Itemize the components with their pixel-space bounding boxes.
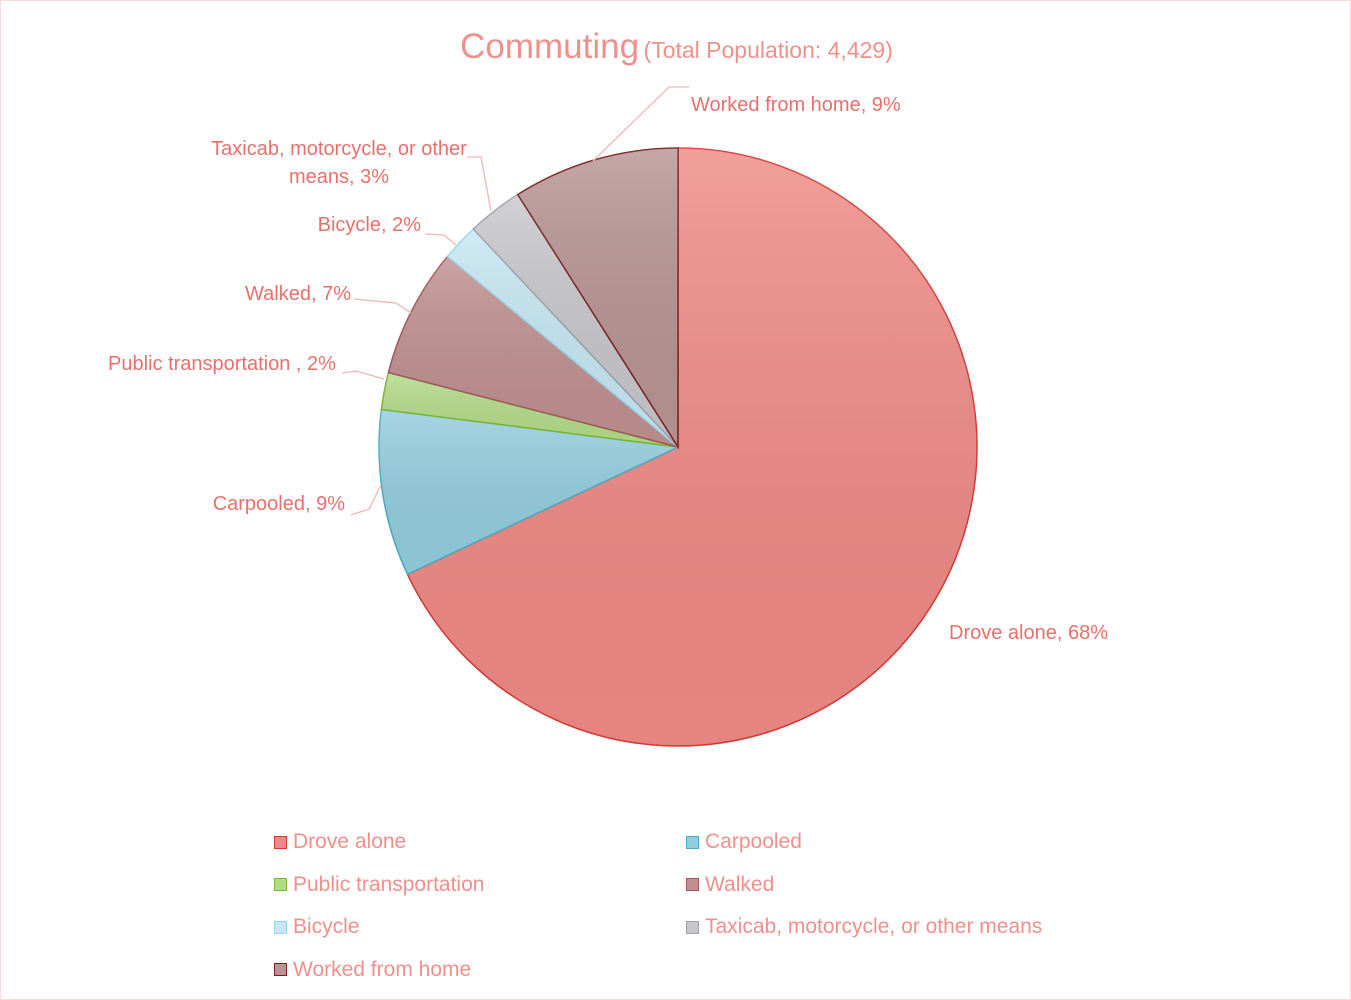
leader-line bbox=[592, 86, 689, 162]
leader-line bbox=[424, 233, 457, 246]
legend-item: Public transportation bbox=[274, 873, 484, 897]
legend-label: Worked from home bbox=[293, 957, 472, 981]
legend-swatch bbox=[274, 920, 287, 934]
legend-item: Bicycle bbox=[274, 915, 360, 939]
legend-swatch bbox=[686, 878, 699, 891]
leader-line bbox=[467, 156, 492, 212]
data-label: Worked from home, 9% bbox=[691, 94, 901, 116]
data-label: Public transportation , 2% bbox=[108, 353, 336, 375]
data-label: Taxicab, motorcycle, or other means, 3% bbox=[211, 138, 467, 188]
data-label: Bicycle, 2% bbox=[317, 214, 421, 236]
leader-line bbox=[350, 484, 382, 516]
slice-shade bbox=[447, 229, 678, 447]
data-label: Walked, 7% bbox=[245, 283, 351, 305]
legend-swatch bbox=[274, 835, 287, 849]
legend-label: Public transportation bbox=[293, 872, 485, 896]
chart-title: Commuting bbox=[460, 27, 640, 66]
legend-item: Drove alone bbox=[274, 830, 406, 854]
legend-swatch bbox=[274, 963, 287, 976]
slice-shade bbox=[379, 409, 678, 575]
legend-label: Carpooled bbox=[705, 830, 802, 853]
legend-item: Walked bbox=[686, 873, 774, 897]
legend-label: Taxicab, motorcycle, or other means bbox=[705, 915, 1043, 938]
legend-swatch bbox=[686, 835, 699, 849]
data-label: Drove alone, 68% bbox=[949, 622, 1108, 644]
legend-swatch bbox=[686, 920, 699, 934]
legend-label: Drove alone bbox=[293, 830, 407, 853]
legend-item: Carpooled bbox=[686, 830, 802, 854]
legend-swatch bbox=[274, 878, 287, 891]
slice-shade bbox=[517, 148, 678, 447]
leader-line bbox=[341, 370, 385, 380]
slice-shade bbox=[388, 256, 678, 447]
leader-line bbox=[353, 298, 412, 314]
slice-shade bbox=[473, 194, 678, 447]
title-block: Commuting (Total Population: 4,429) bbox=[1, 27, 1350, 67]
data-label: Carpooled, 9% bbox=[212, 493, 345, 515]
legend-item: Taxicab, motorcycle, or other means bbox=[686, 915, 1042, 939]
legend-item: Worked from home bbox=[274, 958, 471, 982]
legend-label: Walked bbox=[705, 872, 775, 896]
legend-label: Bicycle bbox=[293, 915, 360, 938]
slice-shade bbox=[407, 148, 977, 746]
chart-subtitle: (Total Population: 4,429) bbox=[643, 37, 893, 63]
